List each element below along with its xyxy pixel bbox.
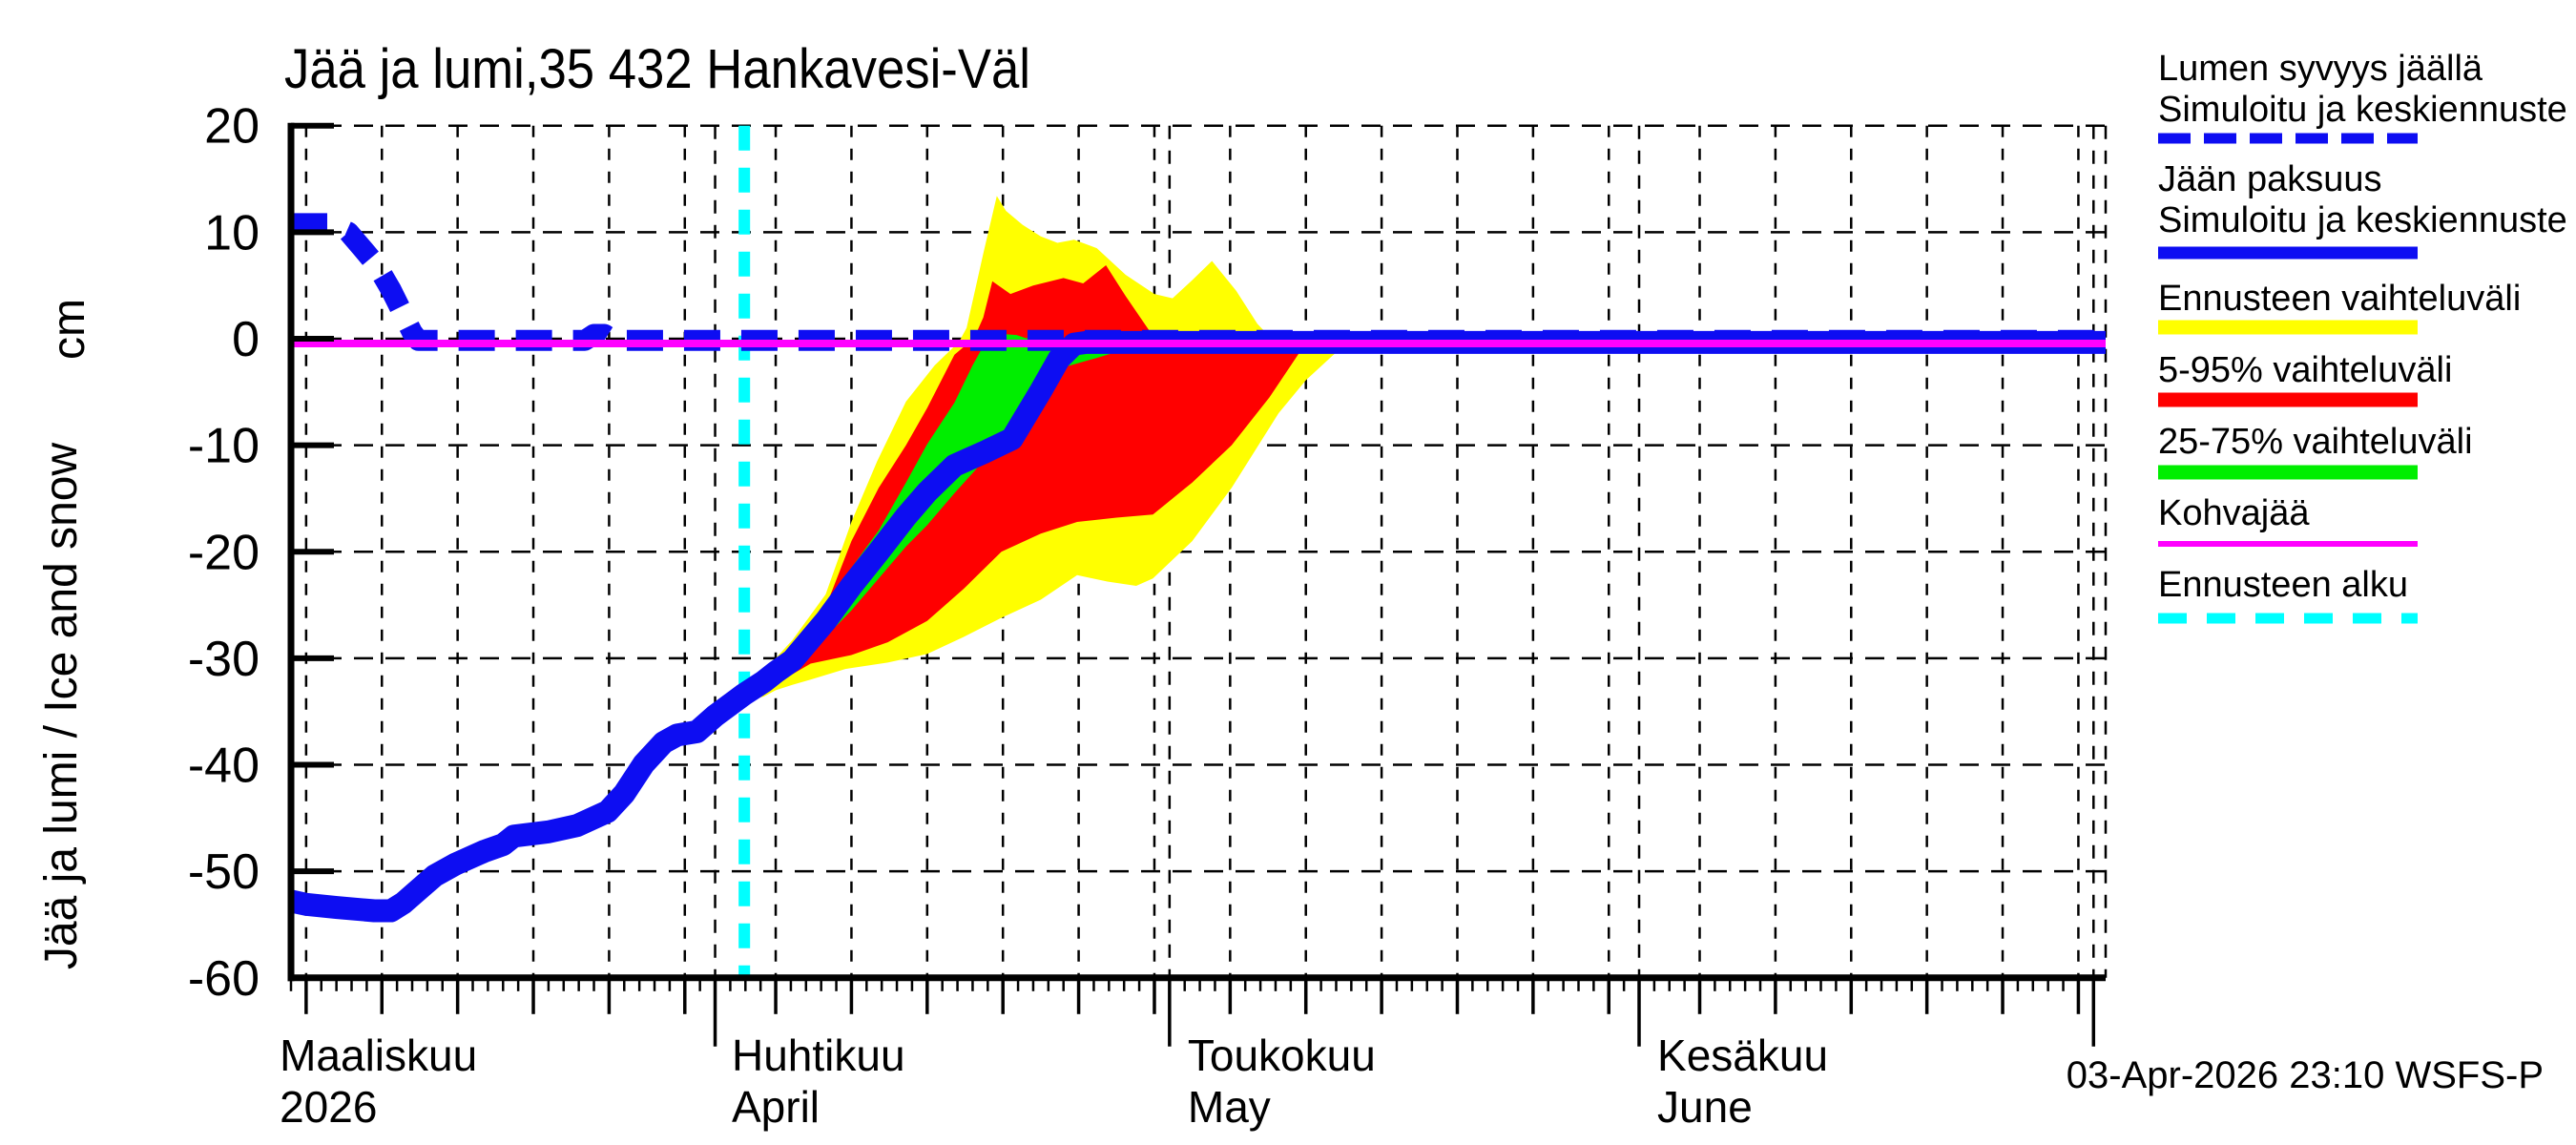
ice-thickness-line <box>288 330 2106 923</box>
month-label-fi: Maaliskuu <box>280 1030 477 1080</box>
month-label-fi: Kesäkuu <box>1657 1030 1828 1080</box>
y-tick-label: 10 <box>204 205 260 260</box>
y-tick-label: 0 <box>232 312 260 367</box>
data-series <box>288 213 2106 923</box>
y-axis-unit-label: cm <box>44 299 94 360</box>
month-label-en: 2026 <box>280 1082 377 1132</box>
y-axis-label: Jää ja lumi / Ice and snow <box>36 443 87 970</box>
y-tick-label: -40 <box>188 739 260 794</box>
chart-title: Jää ja lumi,35 432 Hankavesi-Väl <box>284 38 1030 100</box>
legend-label: Lumen syvyys jäällä <box>2158 49 2483 89</box>
legend-label: 5-95% vaihteluväli <box>2158 350 2452 390</box>
legend-label: Jään paksuus <box>2158 159 2382 199</box>
month-label-fi: Huhtikuu <box>732 1030 905 1080</box>
band-5-95 <box>743 265 1317 699</box>
month-label-en: June <box>1657 1082 1753 1132</box>
legend-label: Simuloitu ja keskiennuste <box>2158 90 2567 130</box>
month-label-fi: Toukokuu <box>1188 1030 1376 1080</box>
legend-label: 25-75% vaihteluväli <box>2158 422 2473 462</box>
legend-label: Simuloitu ja keskiennuste <box>2158 200 2567 240</box>
timestamp-label: 03-Apr-2026 23:10 WSFS-P <box>2067 1054 2544 1096</box>
legend-label: Kohvajää <box>2158 493 2310 533</box>
y-tick-label: -10 <box>188 419 260 474</box>
legend-label: Ennusteen vaihteluväli <box>2158 279 2521 319</box>
month-label-en: May <box>1188 1082 1271 1132</box>
gridlines <box>291 124 2108 978</box>
snow-depth-line <box>291 213 2106 351</box>
y-tick-label: 20 <box>204 99 260 155</box>
y-axis-tick-labels: 20 10 0 -10 -20 -30 -40 -50 -60 <box>188 99 260 1007</box>
y-tick-label: -60 <box>188 951 260 1007</box>
month-label-en: April <box>732 1082 820 1132</box>
axes-and-ticks <box>287 122 2106 1047</box>
y-tick-label: -50 <box>188 844 260 900</box>
legend-label: Ennusteen alku <box>2158 565 2408 605</box>
y-tick-label: -20 <box>188 525 260 580</box>
y-tick-label: -30 <box>188 632 260 687</box>
